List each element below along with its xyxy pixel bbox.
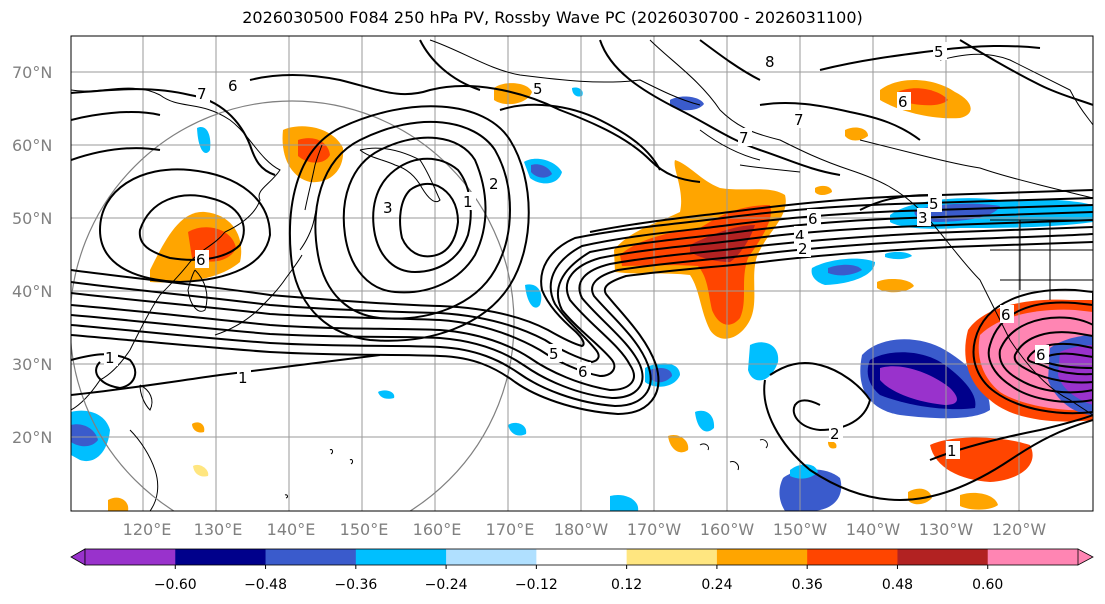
lon-label: 160°W: [700, 520, 755, 539]
colorbar-tick-label: −0.48: [244, 577, 287, 593]
colorbar-tick-label: 0.48: [882, 577, 913, 593]
graticule: [71, 36, 1093, 511]
colorbar-bin: [265, 549, 357, 565]
colorbar-tick-label: 0.36: [792, 577, 823, 593]
contour-label: 5: [533, 80, 543, 98]
colorbar-bin: [175, 549, 267, 565]
contour-label: 8: [765, 53, 775, 71]
colorbar-over-extension: [1077, 548, 1094, 566]
lat-label: 60°N: [12, 136, 52, 155]
contour-label: 7: [794, 111, 804, 129]
colorbar-bin: [987, 549, 1079, 565]
colorbar-tick-label: −0.60: [154, 577, 197, 593]
lon-label: 130°E: [194, 520, 243, 539]
colorbar-bin: [897, 549, 989, 565]
contour-label: 7: [197, 85, 207, 103]
lon-label: 170°W: [627, 520, 682, 539]
figure-title: 2026030500 F084 250 hPa PV, Rossby Wave …: [242, 8, 863, 27]
pv-contours: [71, 39, 1093, 502]
contour-label: 2: [489, 175, 499, 193]
lon-label: 140°E: [267, 520, 316, 539]
lon-label: 120°W: [992, 520, 1047, 539]
lon-label: 170°E: [486, 520, 535, 539]
contour-label: 3: [918, 209, 928, 227]
contour-label: 4: [795, 227, 805, 245]
contour-label: 6: [578, 363, 588, 381]
contour-label: 1: [105, 349, 115, 367]
contour-label: 1: [947, 442, 957, 460]
colorbar-bin: [446, 549, 537, 565]
contour-label: 3: [383, 199, 393, 217]
contour-label: 5: [934, 43, 944, 61]
lon-label: 130°W: [919, 520, 974, 539]
contour-label: 5: [929, 195, 939, 213]
contour-label: 6: [808, 210, 818, 228]
contour-label: 6: [1036, 346, 1046, 364]
longitude-labels: 120°E 130°E 140°E 150°E 160°E 170°E 180°…: [123, 520, 1047, 539]
colorbar-frame: [84, 548, 1079, 566]
contour-label: 6: [228, 77, 238, 95]
contour-label: 1: [463, 193, 473, 211]
colorbar-bin: [716, 549, 808, 565]
lon-label: 180°W: [554, 520, 609, 539]
lat-label: 70°N: [12, 63, 52, 82]
colorbar-bin: [85, 549, 176, 565]
colorbar-tick-label: 0.60: [972, 577, 1003, 593]
contour-label: 2: [830, 425, 840, 443]
contour-label: 5: [549, 345, 559, 363]
colorbar-tick-label: 0.24: [701, 577, 732, 593]
lat-label: 30°N: [12, 355, 52, 374]
lon-label: 120°E: [123, 520, 172, 539]
colorbar-bin: [807, 549, 898, 565]
lon-label: 150°W: [773, 520, 828, 539]
lat-label: 50°N: [12, 209, 52, 228]
colorbar-tick-label: 0.12: [611, 577, 642, 593]
contour-labels: 7 6 6 5 8 5 6 7 7 3 1 2 6 4: [104, 42, 1049, 460]
contour-label: 6: [1001, 306, 1011, 324]
lat-label: 20°N: [12, 428, 52, 447]
colorbar-tick-label: −0.36: [334, 577, 377, 593]
colorbar-bin: [355, 549, 447, 565]
contour-label: 6: [196, 251, 206, 269]
contour-label: 1: [238, 369, 248, 387]
lon-label: 140°W: [846, 520, 901, 539]
lon-label: 150°E: [340, 520, 389, 539]
lat-label: 40°N: [12, 282, 52, 301]
range-circle: [71, 100, 515, 511]
map-frame: [70, 35, 1094, 512]
colorbar-bin: [536, 549, 628, 565]
colorbar-under-extension: [70, 548, 86, 566]
colorbar: −0.60 −0.48 −0.36 −0.24 −0.12 0.12 0.24 0.36 0.4…: [70, 548, 1094, 593]
latitude-labels: 20°N 30°N 40°N 50°N 60°N 70°N: [12, 63, 52, 447]
colorbar-tick-label: −0.12: [515, 577, 558, 593]
lon-label: 160°E: [413, 520, 462, 539]
colorbar-tick-label: −0.24: [425, 577, 468, 593]
colorbar-bin: [626, 549, 718, 565]
contour-label: 7: [739, 129, 749, 147]
contour-label: 2: [798, 240, 808, 258]
contour-label: 6: [898, 93, 908, 111]
